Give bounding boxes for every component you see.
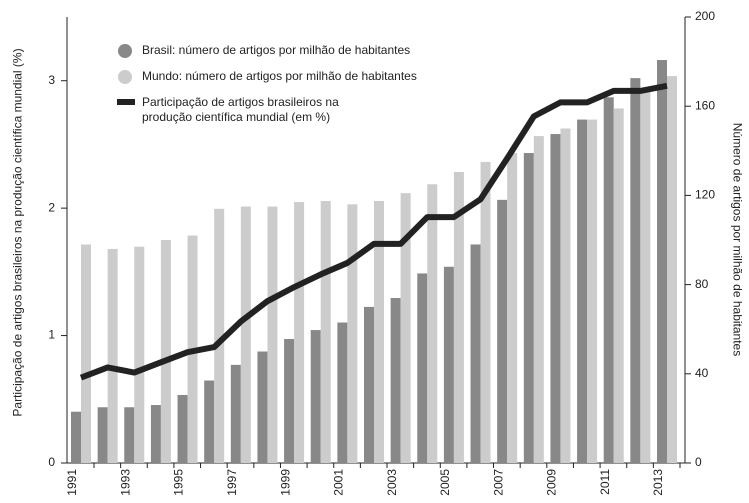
bar (507, 153, 518, 463)
legend-label: Brasil: número de artigos por milhão de … (142, 43, 411, 57)
y-tick-label: 1 (48, 328, 55, 342)
bar (124, 407, 135, 463)
x-tick-label: 1997 (225, 469, 239, 496)
bar (294, 202, 305, 463)
y2-tick-label: 160 (695, 98, 715, 112)
x-tick-label: 1991 (65, 469, 79, 496)
bar (400, 193, 411, 464)
y-tick-label: 0 (48, 455, 55, 469)
x-tick-label: 2001 (332, 469, 346, 496)
bar (587, 119, 598, 463)
bar (71, 411, 81, 463)
x-tick-label: 2005 (438, 469, 452, 496)
x-tick-label: 2009 (545, 469, 559, 496)
y-axis-label: Participação de artigos brasileiros na p… (10, 48, 25, 417)
y2-tick-label: 120 (695, 188, 715, 202)
x-tick-label: 2011 (598, 469, 612, 495)
bar (427, 184, 438, 463)
bar (417, 273, 428, 463)
bar (214, 208, 225, 463)
y2-tick-label: 40 (695, 366, 709, 380)
bar (577, 119, 588, 463)
bar (443, 266, 454, 463)
bar (560, 128, 571, 463)
bar (107, 248, 118, 463)
bar (533, 136, 544, 463)
bar (81, 244, 91, 463)
x-tick-label: 1999 (278, 469, 292, 496)
bar (230, 364, 241, 463)
bar (177, 394, 188, 463)
bar (204, 380, 215, 463)
bar (497, 199, 508, 464)
y2-tick-label: 0 (695, 455, 702, 469)
bar (374, 200, 384, 463)
bar (640, 90, 651, 463)
bar (657, 60, 667, 463)
bar (390, 297, 401, 463)
bar (267, 206, 278, 464)
bar (320, 200, 331, 463)
bar (550, 134, 561, 463)
x-tick-label: 2013 (651, 469, 665, 496)
y2-tick-label: 80 (695, 277, 709, 291)
bar (364, 306, 374, 463)
bar (257, 351, 268, 463)
bar (523, 153, 534, 463)
bar (284, 339, 295, 463)
legend-label: Participação de artigos brasileiros na p… (142, 95, 339, 124)
bar (613, 108, 624, 464)
x-tick-label: 2003 (385, 469, 399, 496)
x-tick-label: 2007 (491, 469, 505, 496)
bar (453, 171, 464, 464)
x-tick-label: 1995 (172, 469, 186, 496)
bar (134, 246, 145, 463)
bar (603, 97, 614, 463)
y-tick-label: 3 (48, 73, 55, 87)
legend-swatch (118, 70, 132, 84)
bar (630, 78, 641, 464)
y-tick-label: 2 (48, 200, 55, 214)
bar (150, 405, 161, 463)
bar (240, 206, 251, 464)
legend-label: Mundo: número de artigos por milhão de h… (142, 69, 417, 83)
bar (470, 244, 481, 463)
bar (160, 240, 171, 463)
y2-tick-label: 200 (695, 9, 715, 23)
legend-swatch (118, 44, 132, 58)
line (79, 82, 668, 381)
y2-axis-label: Número de artigos por milhão de habitant… (730, 122, 745, 357)
bar (97, 407, 108, 463)
bar (480, 161, 491, 463)
bar (667, 76, 677, 463)
bar (310, 330, 321, 463)
bar (347, 204, 358, 463)
x-tick-label: 1993 (118, 469, 132, 496)
bar (337, 322, 348, 463)
